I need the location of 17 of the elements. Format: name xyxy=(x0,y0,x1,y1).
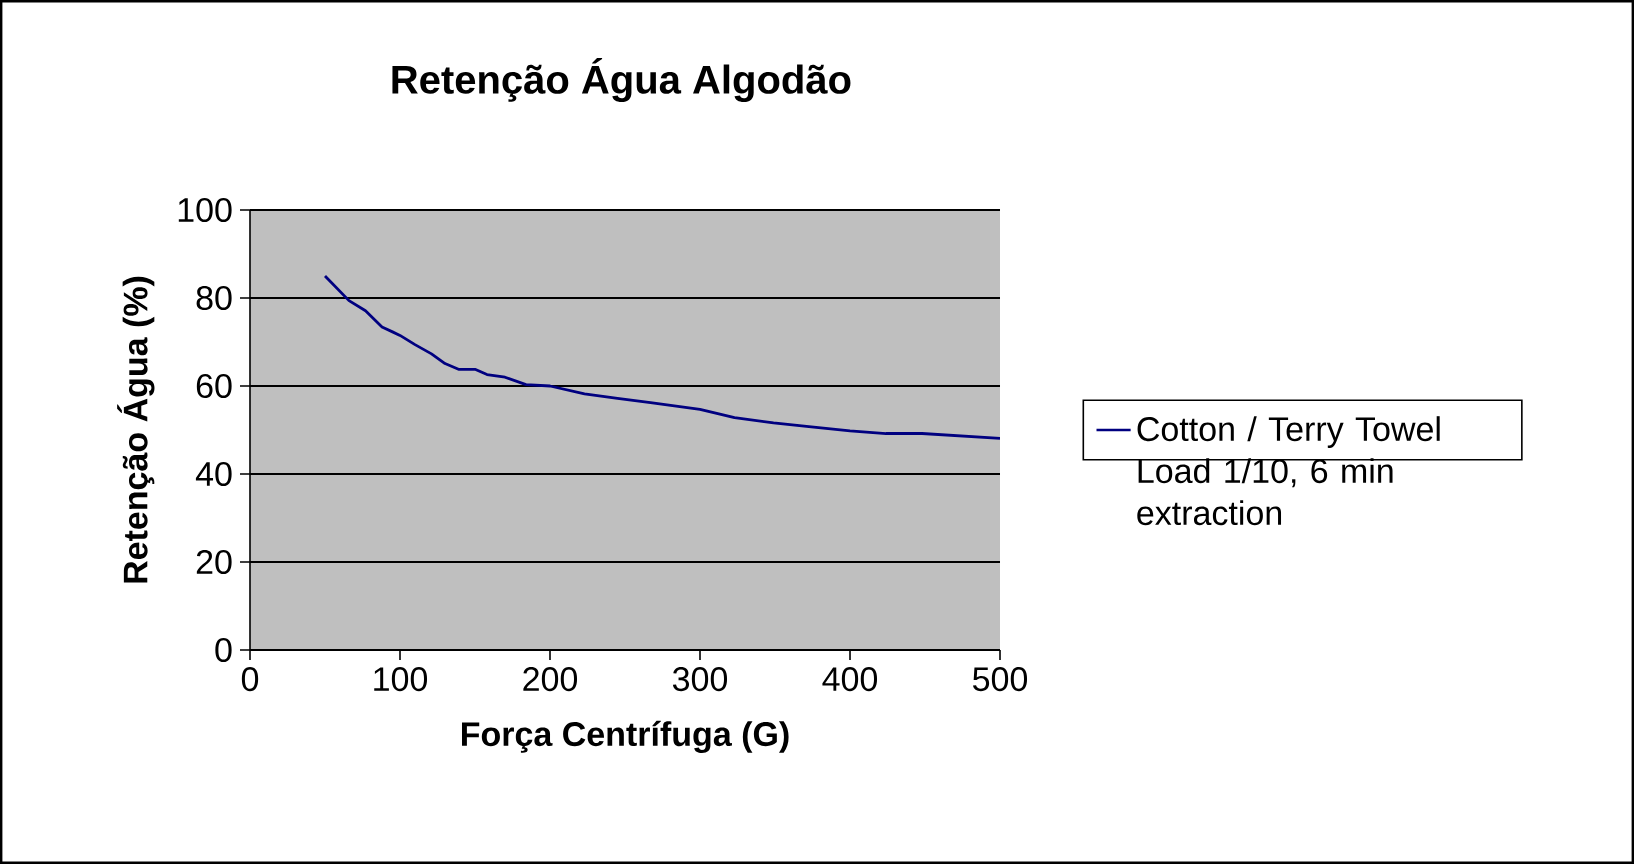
y-tick-label: 100 xyxy=(178,197,232,223)
x-tick-label: 100 xyxy=(374,667,428,692)
y-tick-label: 80 xyxy=(196,285,232,311)
x-tick-label: 500 xyxy=(972,667,1028,692)
y-tick-label: 0 xyxy=(215,637,232,663)
x-tick-label: 300 xyxy=(672,667,728,692)
x-tick-label: 200 xyxy=(523,667,578,692)
y-tick-label: 60 xyxy=(196,373,232,399)
y-tick-label: 40 xyxy=(195,461,232,487)
y-axis-title: Retenção Água (%) xyxy=(117,276,155,583)
x-axis-title: Força Centrífuga (G) xyxy=(462,720,789,754)
line-series xyxy=(323,274,1001,440)
legend-label: Cotton / Terry Towel Load 1/10, 6 min extraction xyxy=(1137,416,1440,526)
x-tick-label: 0 xyxy=(241,667,259,692)
y-tick-label: 20 xyxy=(196,549,232,575)
x-tick-label: 400 xyxy=(822,667,878,692)
chart-title: Retenção Água Algodão xyxy=(392,58,851,102)
